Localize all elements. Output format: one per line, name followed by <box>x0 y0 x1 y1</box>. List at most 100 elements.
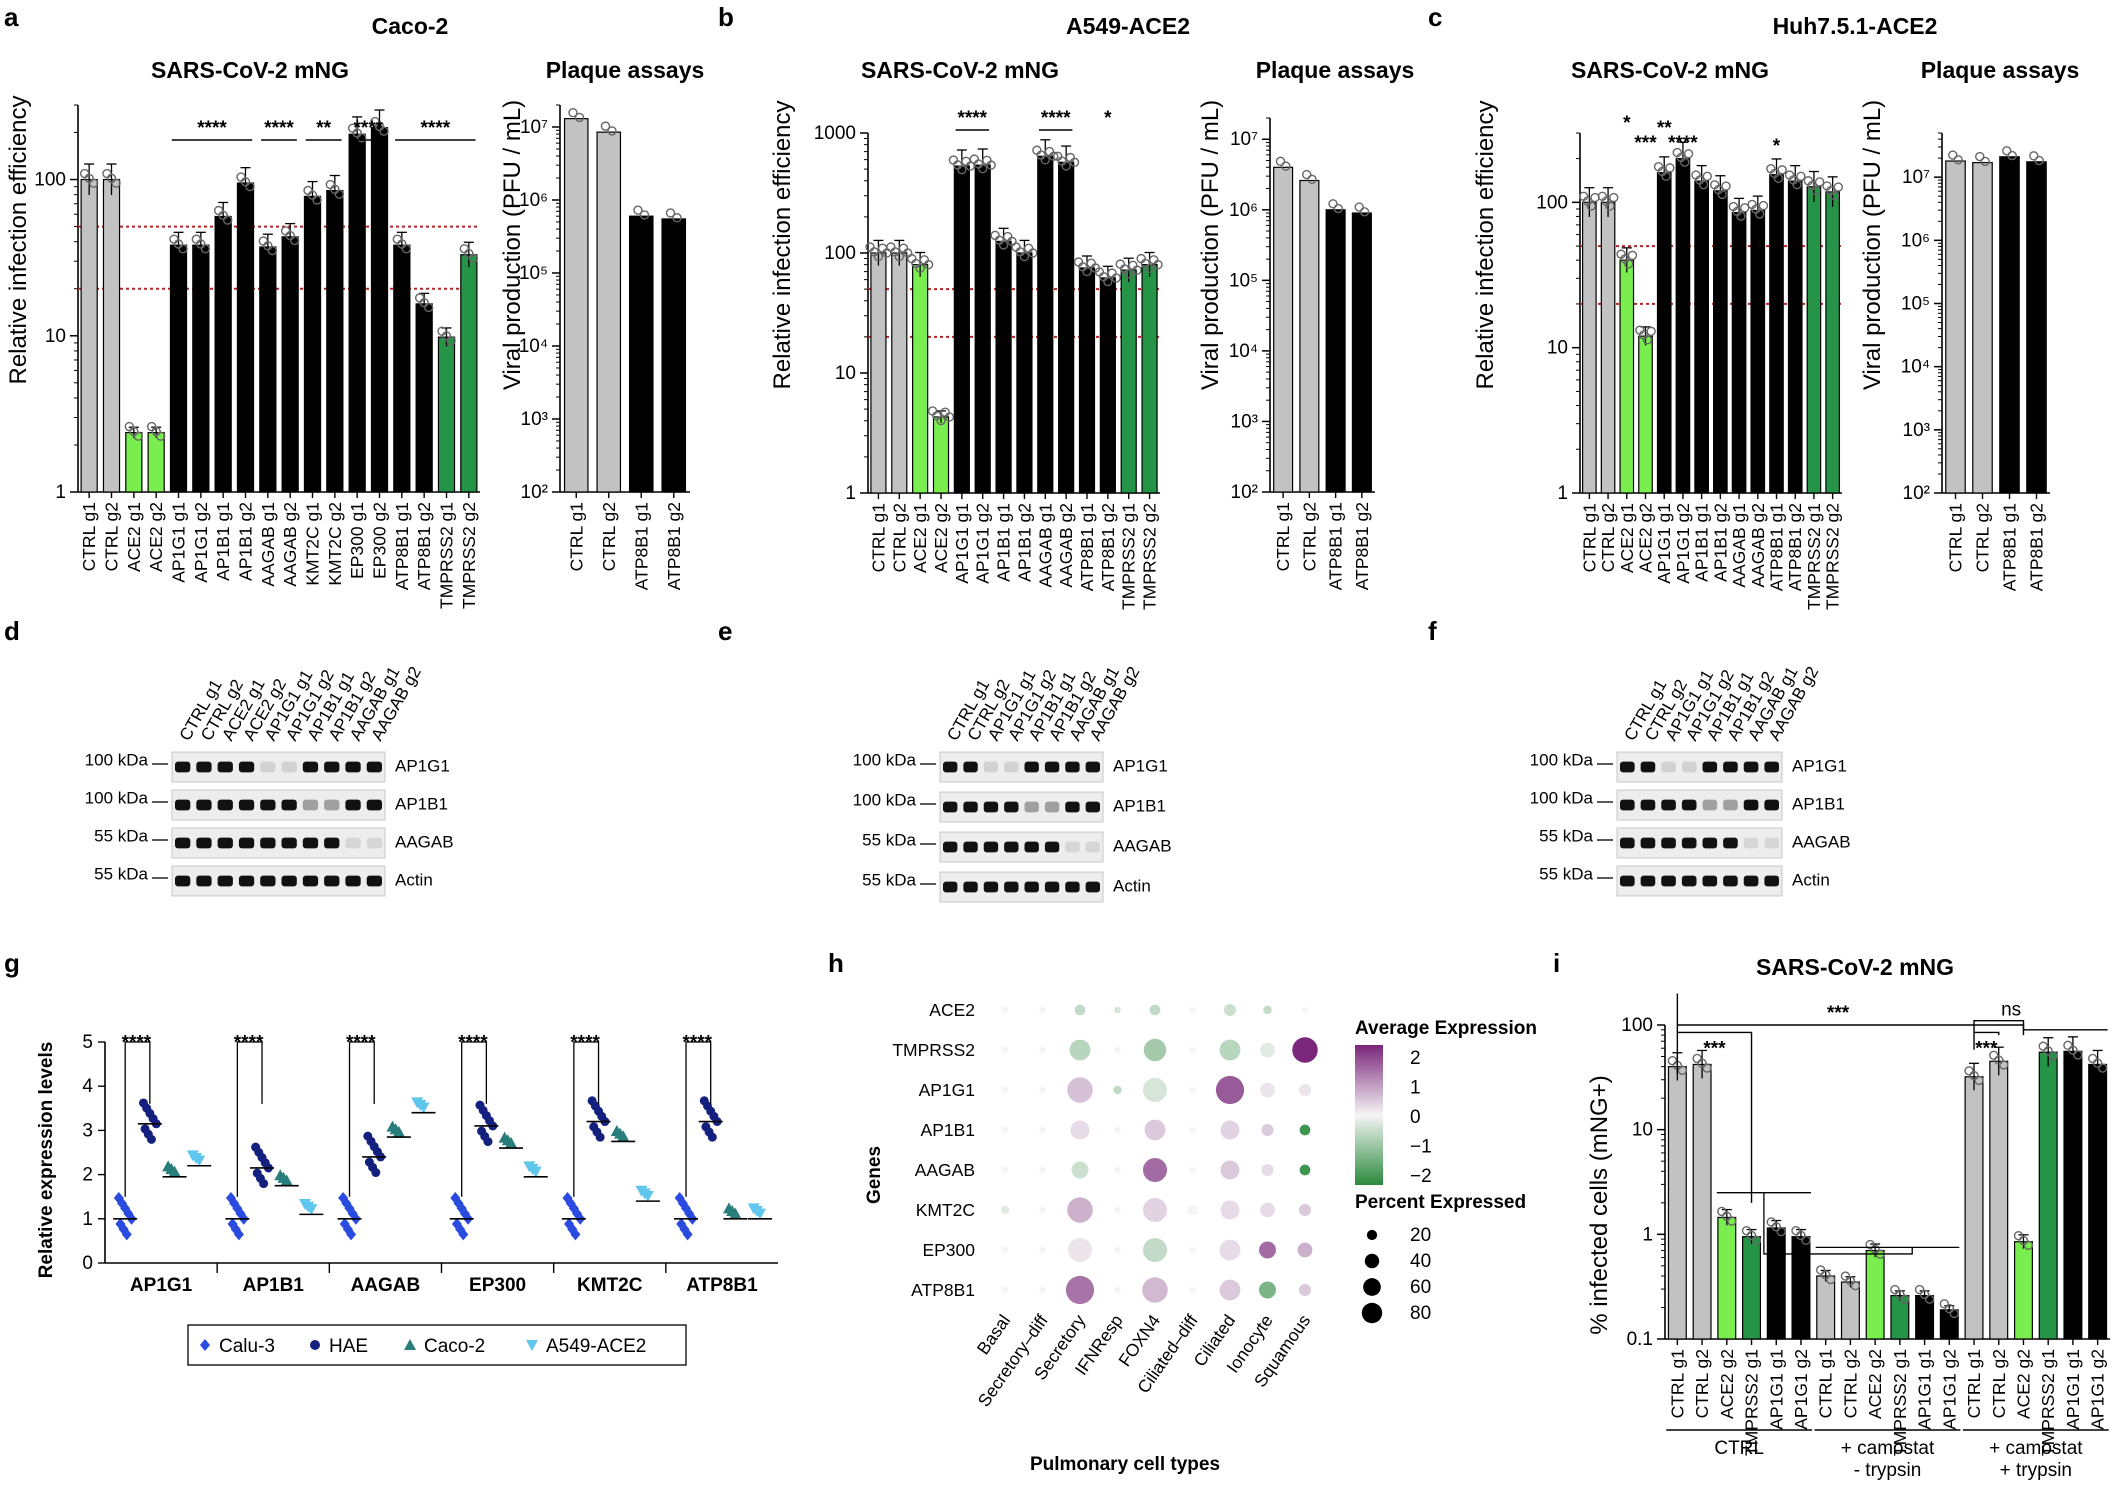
bar <box>1694 180 1709 494</box>
bar <box>259 246 277 493</box>
bar <box>912 264 929 494</box>
blot-band <box>1085 801 1100 813</box>
replicate-point <box>191 234 202 244</box>
replicate-point <box>1825 1274 1836 1285</box>
blot-band <box>943 881 958 893</box>
bar <box>995 240 1012 494</box>
replicate-point <box>915 263 925 273</box>
blot-protein-label: AAGAB <box>395 833 454 852</box>
expression-dot <box>1067 1197 1093 1223</box>
replicate-point <box>1974 1075 1984 1086</box>
x-tick-label: ACE2 g2 <box>2013 1349 2033 1419</box>
replicate-point <box>2063 1040 2073 1051</box>
replicate-point <box>2068 1045 2078 1055</box>
blot-marker-label: 100 kDa <box>853 791 917 810</box>
expression-dot <box>1114 1166 1121 1174</box>
replicate-point <box>1623 259 1634 269</box>
replicate-point <box>986 160 996 170</box>
panel-letter-b: b <box>718 2 734 32</box>
y-tick-label: 10 <box>45 326 66 347</box>
title-a-plaque: Plaque assays <box>546 57 705 83</box>
replicate-point <box>1642 335 1653 345</box>
replicate-point <box>1840 1271 1851 1281</box>
significance-label: **** <box>1041 108 1071 129</box>
x-tick-label: TMPRSS2 g1 <box>437 502 457 609</box>
replicate-point <box>1975 151 1985 162</box>
bar <box>1825 191 1840 494</box>
replicate-point <box>392 234 403 244</box>
replicate-point <box>1939 1299 1950 1309</box>
x-tick-label: KMT2C g2 <box>325 502 345 586</box>
replicate-point <box>2002 146 2012 156</box>
panel-letter-d: d <box>4 616 20 646</box>
expression-dot <box>1220 1160 1240 1180</box>
replicate-point <box>1948 150 1958 160</box>
replicate-point <box>1845 1276 1856 1286</box>
blot-band <box>217 761 233 773</box>
blot-band <box>963 881 978 893</box>
y-tick-label: 10⁴ <box>1229 341 1258 362</box>
replicate-point <box>1751 1235 1762 1245</box>
bar <box>1351 212 1372 493</box>
gene-label: AP1B1 <box>921 1120 975 1140</box>
replicate-point <box>1692 1053 1702 1064</box>
avg-tick-label: 2 <box>1410 1048 1421 1069</box>
blot-band <box>1004 881 1019 893</box>
bar <box>974 164 991 494</box>
replicate-point <box>1829 190 1840 201</box>
caco2-point <box>168 1165 181 1177</box>
expression-dot <box>1298 1203 1312 1217</box>
x-tick-label: ACE2 g2 <box>146 502 166 572</box>
bar <box>370 127 389 493</box>
legend-label: Caco-2 <box>424 1336 485 1357</box>
replicate-point <box>1814 177 1825 187</box>
bar <box>596 131 622 493</box>
y-tick-label: 1 <box>82 1209 93 1230</box>
bar <box>415 303 433 493</box>
expression-dot <box>1001 1006 1009 1014</box>
panel-letter-h: h <box>828 948 844 978</box>
expression-dot <box>1259 1281 1276 1299</box>
bar <box>953 165 970 494</box>
replicate-point <box>289 235 300 246</box>
x-tick-label: CTRL g1 <box>566 502 586 571</box>
y-tick-label: 10² <box>1903 483 1930 504</box>
bar <box>1890 1294 1910 1340</box>
blot-protein-label: AP1B1 <box>1792 795 1845 814</box>
replicate-point <box>1702 171 1713 182</box>
calu3-point <box>233 1228 244 1241</box>
expression-dot <box>1298 1083 1312 1097</box>
x-tick-label: CTRL g1 <box>1273 502 1293 571</box>
blot-band <box>1723 799 1738 811</box>
bar <box>169 244 188 493</box>
blot-band <box>345 837 361 849</box>
x-tick-label: ATP8B1 g2 <box>1098 503 1118 591</box>
replicate-point <box>1103 276 1113 287</box>
replicate-point <box>1048 151 1059 161</box>
replicate-point <box>957 164 967 175</box>
blot-band <box>1702 761 1718 773</box>
y-tick-label: 10³ <box>1231 411 1258 432</box>
replicate-point <box>1980 156 1990 167</box>
expression-dot <box>1259 1241 1276 1259</box>
panel-letter-g: g <box>4 948 20 978</box>
legend-marker-a549 <box>526 1340 538 1351</box>
blot-band <box>1044 761 1060 773</box>
replicate-point <box>1665 163 1675 173</box>
replicate-point <box>1275 156 1286 167</box>
blot-band <box>324 799 340 811</box>
blot-protein-label: Actin <box>1113 877 1151 896</box>
x-tick-label: ATP8B1 g2 <box>2027 503 2047 591</box>
bar <box>1713 190 1728 494</box>
replicate-point <box>1661 171 1671 181</box>
expression-dot <box>1189 1126 1196 1134</box>
x-tick-label: ATP8B1 g1 <box>631 502 651 590</box>
x-tick-label: AP1G1 g1 <box>1654 503 1674 584</box>
replicate-point <box>1683 149 1694 159</box>
expression-dot <box>1065 1275 1095 1305</box>
replicate-point <box>1964 1066 1974 1076</box>
title-c-plaque: Plaque assays <box>1921 57 2080 83</box>
ylabel-c-plaque: Viral production (PFU / mL) <box>1859 100 1886 390</box>
blot-marker-label: 55 kDa <box>94 865 148 884</box>
